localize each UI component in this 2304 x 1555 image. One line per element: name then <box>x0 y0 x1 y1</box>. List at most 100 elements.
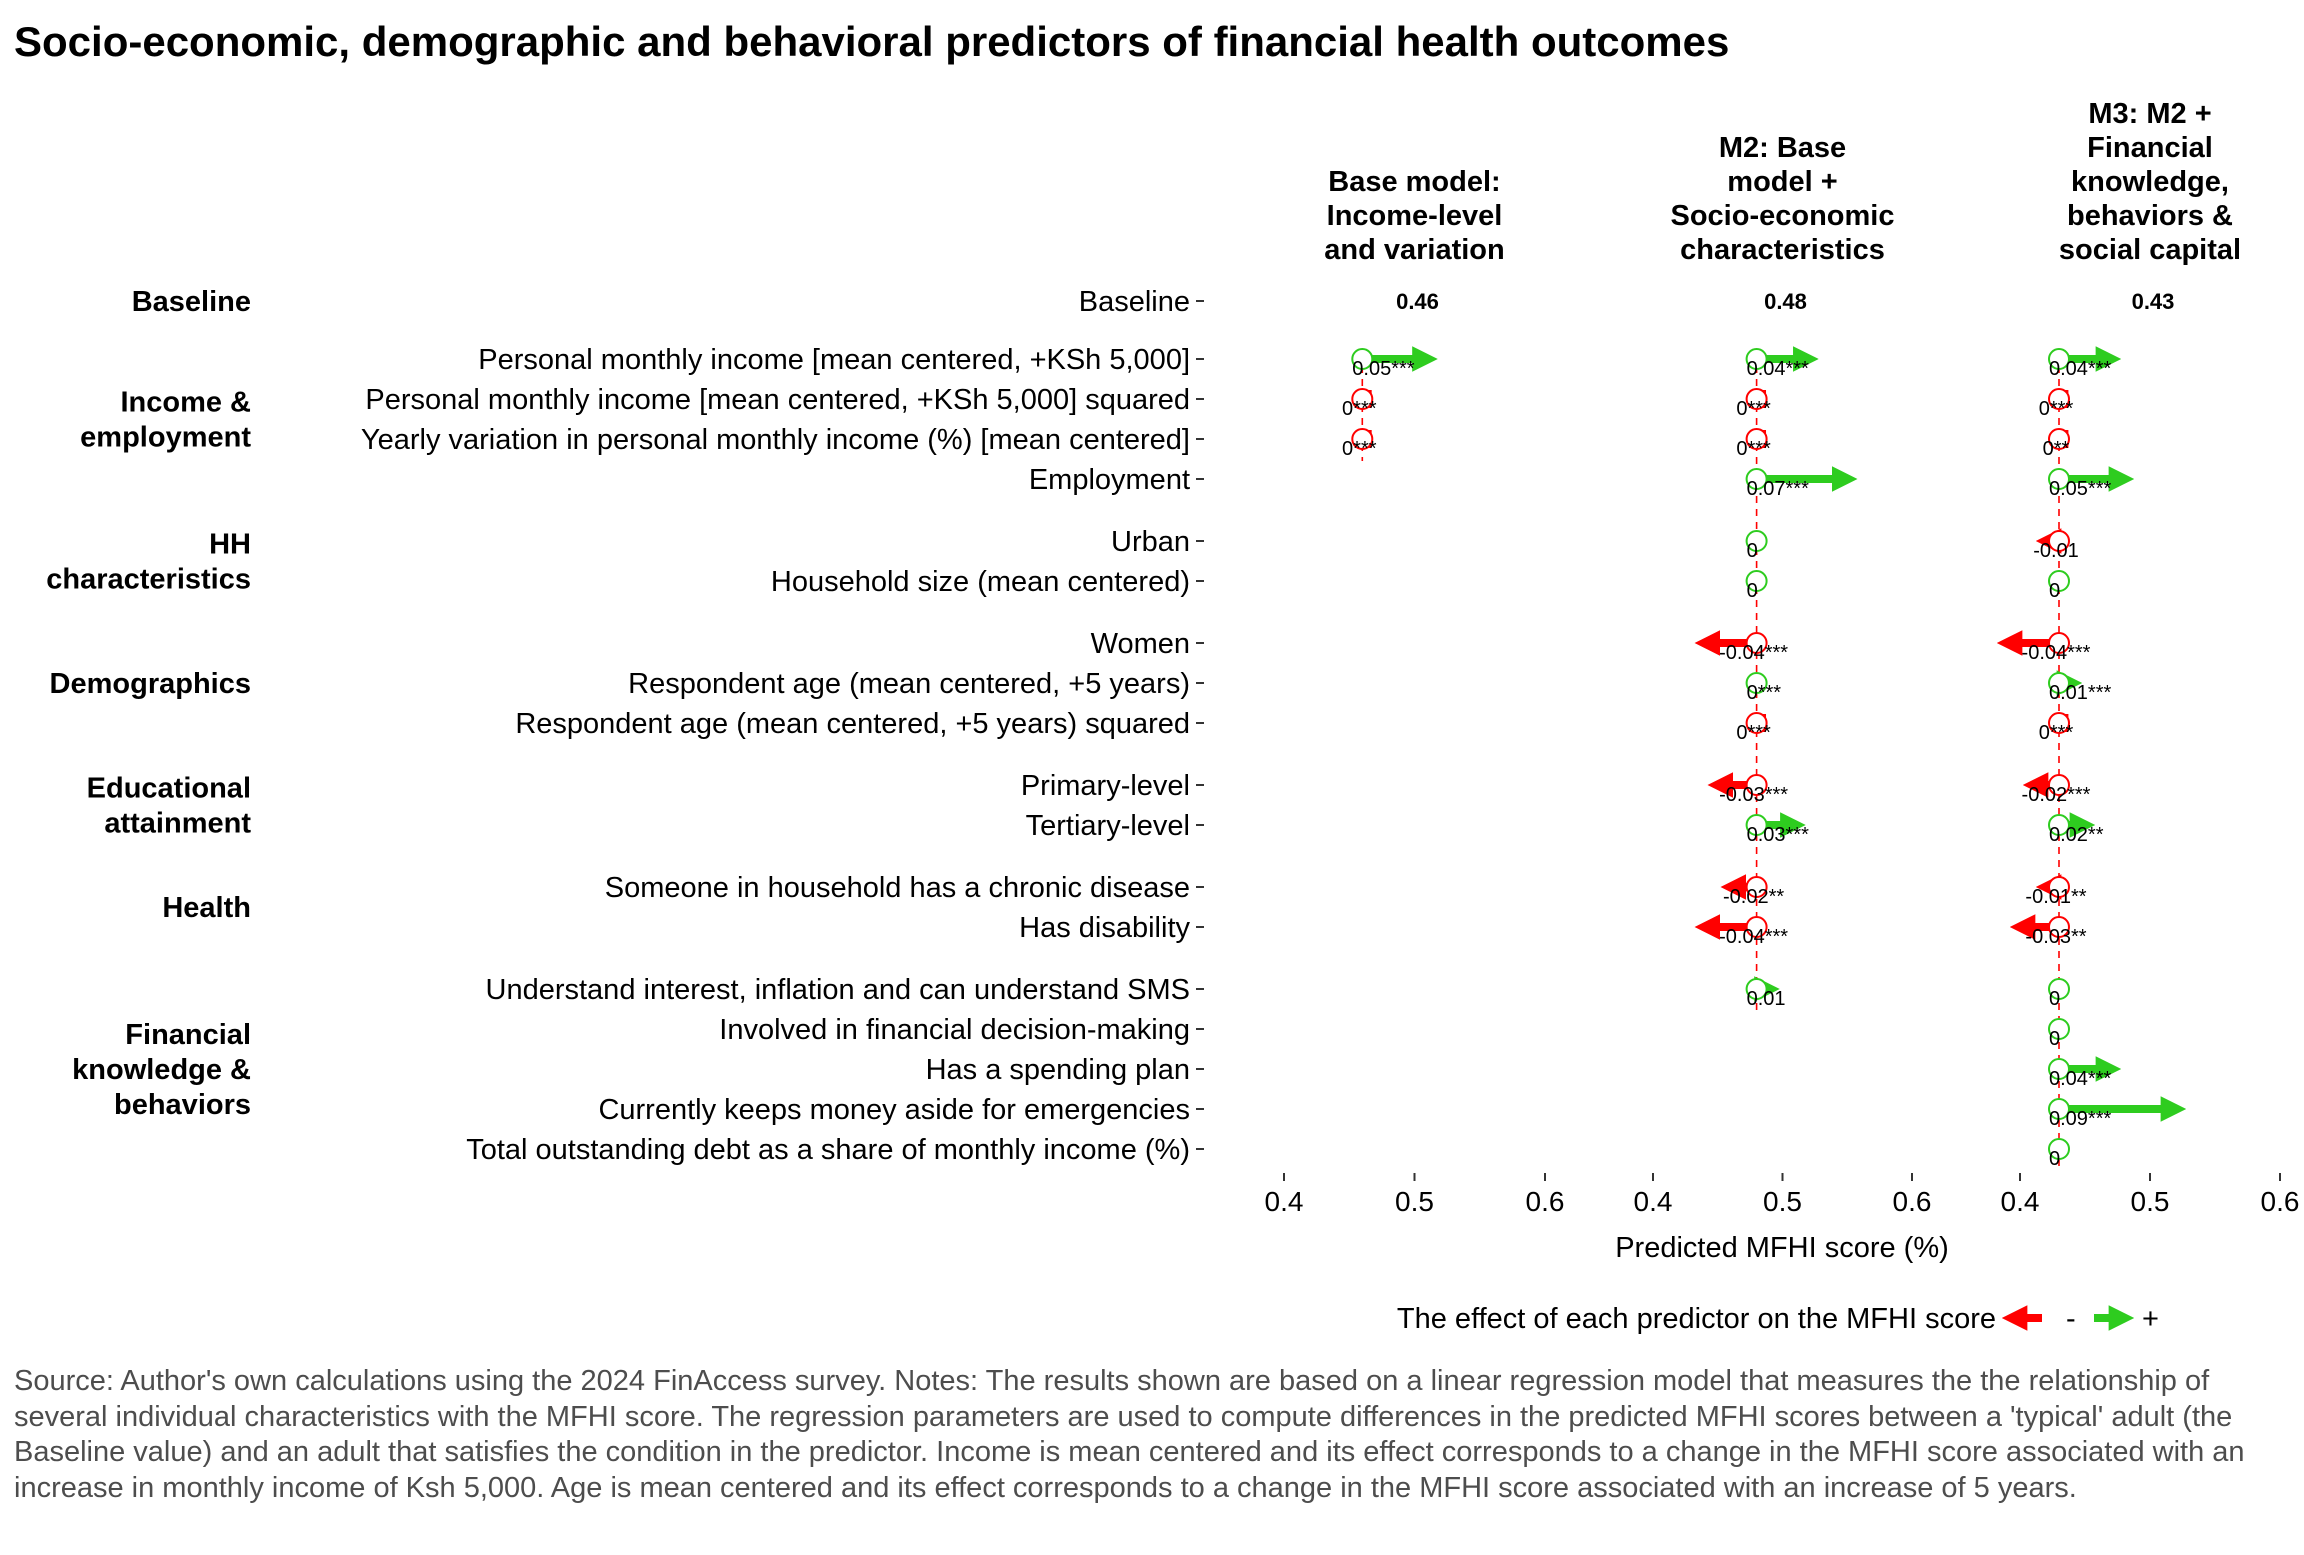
panel-title: Base model: Income-level and variation <box>1324 166 1505 266</box>
group-labels: Baseline Income & employment HH characterist… <box>46 286 251 1121</box>
x-tick-label: 0.6 <box>1893 1186 1932 1217</box>
effect-label: -0.03*** <box>1719 784 1788 806</box>
legend-positive-label: + <box>2142 1303 2159 1335</box>
x-axis-title: Predicted MFHI score (%) <box>1615 1232 1949 1264</box>
effect-label: 0 <box>2049 988 2060 1010</box>
effect-label: 0 <box>2049 1148 2060 1170</box>
row-label: Has a spending plan <box>926 1054 1190 1086</box>
effect-label: 0 <box>1747 540 1758 562</box>
effect-label: -0.01 <box>2033 540 2079 562</box>
effect-label: -0.02** <box>1723 886 1784 908</box>
effect-label: 0.01*** <box>2049 682 2111 704</box>
effect-label: 0.04*** <box>2049 358 2111 380</box>
effect-origin <box>2048 632 2070 654</box>
effect-label: 0.04*** <box>2049 1068 2111 1090</box>
effect-label: 0*** <box>1342 438 1377 460</box>
effect-label: -0.02*** <box>2022 784 2091 806</box>
effect-origin <box>2048 348 2070 370</box>
effect-label: 0.04*** <box>1747 358 1809 380</box>
legend-negative-label: - <box>2066 1303 2076 1335</box>
effect-origin <box>2048 774 2070 796</box>
effect-origin <box>1351 348 1374 370</box>
panel: Base model: Income-level and variation 0.46… <box>1324 166 1505 461</box>
effect-origin <box>2048 672 2070 694</box>
effect-label: 0*** <box>1342 398 1377 420</box>
effect-origin <box>2048 1138 2070 1160</box>
panel: M2: Base model + Socio-economic characteris… <box>1671 132 1895 1011</box>
effect-label: 0.05*** <box>1352 358 1414 380</box>
effect-origin <box>2048 814 2070 836</box>
effect-label: 0 <box>2049 1028 2060 1050</box>
effect-origin <box>1745 916 1768 938</box>
effect-origin <box>1745 468 1768 490</box>
effect-origin <box>1745 530 1768 552</box>
row-label: Yearly variation in personal monthly inc… <box>361 424 1190 456</box>
x-tick-label: 0.6 <box>2261 1186 2300 1217</box>
baseline-value: 0.43 <box>2132 289 2175 314</box>
effect-origin <box>1745 672 1768 694</box>
panels: Base model: Income-level and variation 0.46… <box>1324 98 2241 1171</box>
effect-origin <box>2048 876 2070 898</box>
effect-label: -0.04*** <box>2022 642 2091 664</box>
effect-label: 0.02** <box>2049 824 2104 846</box>
effect-origin <box>1745 876 1768 898</box>
row-label: Household size (mean centered) <box>771 566 1190 598</box>
effect-label: 0.07*** <box>1747 478 1809 500</box>
row-label: Tertiary-level <box>1026 810 1190 842</box>
effect-label: 0 <box>1747 580 1758 602</box>
baseline-value: 0.46 <box>1396 289 1439 314</box>
row-label: Has disability <box>1019 912 1190 944</box>
legend-title: The effect of each predictor on the MFHI… <box>1397 1303 1996 1335</box>
effect-label: 0.03*** <box>1747 824 1809 846</box>
row-label: Personal monthly income [mean centered, … <box>365 384 1190 416</box>
effect-origin <box>1745 348 1768 370</box>
row-label: Respondent age (mean centered, +5 years) <box>628 668 1190 700</box>
effect-label: 0*** <box>1736 722 1771 744</box>
effect-origin <box>2048 1098 2070 1120</box>
row-label: Respondent age (mean centered, +5 years)… <box>515 708 1190 740</box>
effect-label: 0*** <box>1747 682 1782 704</box>
panel-title: M3: M2 + Financial knowledge, behaviors & so… <box>2059 98 2241 266</box>
row-label: Understand interest, inflation and can u… <box>486 974 1190 1006</box>
effect-origin <box>2048 916 2070 938</box>
effect-label: 0.05*** <box>2049 478 2111 500</box>
row-label: Urban <box>1111 526 1190 558</box>
x-tick-label: 0.6 <box>1526 1186 1565 1217</box>
row-label: Someone in household has a chronic disea… <box>605 872 1190 904</box>
group-label: Educational attainment <box>87 773 252 840</box>
panel: M3: M2 + Financial knowledge, behaviors & so… <box>1996 98 2241 1171</box>
effect-origin <box>1351 428 1374 450</box>
x-tick-label: 0.5 <box>1763 1186 1802 1217</box>
row-label: Involved in financial decision-making <box>719 1014 1190 1046</box>
effect-origin <box>1745 712 1768 734</box>
group-label: Health <box>162 892 251 924</box>
row-label: Women <box>1091 628 1190 660</box>
x-tick-label: 0.5 <box>1395 1186 1434 1217</box>
effect-origin <box>2048 1058 2070 1080</box>
effect-label: 0*** <box>2039 722 2074 744</box>
effect-label: -0.04*** <box>1719 642 1788 664</box>
effect-label: 0 <box>2049 580 2060 602</box>
row-label: Total outstanding debt as a share of mon… <box>466 1134 1190 1166</box>
effect-origin <box>1745 570 1768 592</box>
effect-origin <box>1745 428 1768 450</box>
effect-origin <box>2048 978 2070 1000</box>
x-tick-label: 0.4 <box>2001 1186 2040 1217</box>
effect-origin <box>2048 712 2070 734</box>
effect-label: 0*** <box>1736 438 1771 460</box>
effect-origin <box>1745 388 1768 410</box>
effect-origin <box>1745 774 1768 796</box>
row-labels: Baseline Personal monthly income [mean ce… <box>361 286 1204 1166</box>
effect-label: -0.01** <box>2025 886 2086 908</box>
effect-origin <box>2048 1018 2070 1040</box>
group-label: Baseline <box>132 286 251 318</box>
group-label: HH characteristics <box>46 529 251 596</box>
effect-origin <box>2048 388 2070 410</box>
chart-canvas: Baseline Income & employment HH characterist… <box>46 98 2300 1335</box>
x-tick-label: 0.4 <box>1634 1186 1673 1217</box>
group-label: Demographics <box>50 668 251 700</box>
effect-label: 0.01 <box>1747 988 1786 1010</box>
effect-label: 0*** <box>2039 398 2074 420</box>
chart-title: Socio-economic, demographic and behavior… <box>14 18 1730 65</box>
effect-origin <box>1745 814 1768 836</box>
